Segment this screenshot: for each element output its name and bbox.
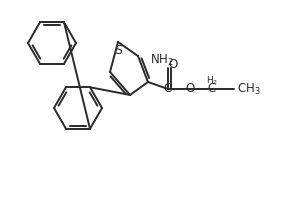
Text: NH$_2$: NH$_2$: [150, 52, 174, 68]
Text: H$_2$: H$_2$: [206, 75, 218, 87]
Text: C: C: [163, 83, 171, 95]
Text: S: S: [114, 43, 122, 56]
Text: O: O: [168, 58, 178, 72]
Text: CH$_3$: CH$_3$: [237, 81, 261, 97]
Text: O: O: [185, 83, 195, 95]
Text: C: C: [208, 83, 216, 95]
